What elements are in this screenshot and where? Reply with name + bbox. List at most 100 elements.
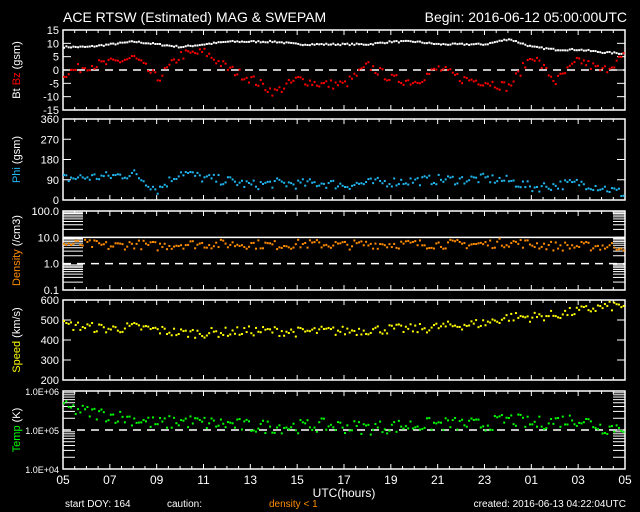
data-point-bt — [315, 42, 318, 45]
data-point-speed — [351, 329, 354, 332]
data-point-density — [353, 239, 356, 242]
data-point-bz — [561, 72, 564, 75]
data-point-speed — [468, 324, 471, 327]
data-point-speed — [482, 319, 485, 322]
data-point-temp — [187, 426, 190, 429]
data-point-bt — [168, 44, 171, 47]
data-point-bz — [236, 73, 239, 76]
data-point-bt — [283, 42, 286, 45]
data-point-phi — [386, 185, 389, 188]
data-point-temp — [135, 421, 138, 424]
y-axis-label-part: Speed — [11, 341, 23, 373]
data-point-bt — [517, 41, 520, 44]
data-point-speed — [151, 327, 154, 330]
data-point-density — [341, 241, 344, 244]
data-point-bz — [320, 82, 323, 85]
data-point-speed — [550, 309, 553, 312]
data-point-bt — [175, 44, 178, 47]
data-point-density — [161, 246, 164, 249]
data-point-phi — [177, 175, 180, 178]
data-point-bt — [341, 42, 344, 45]
data-point-phi — [301, 178, 304, 181]
data-point-temp — [276, 426, 279, 429]
data-point-speed — [142, 325, 145, 328]
data-point-density — [332, 244, 335, 247]
data-point-density — [123, 248, 126, 251]
data-point-bt — [376, 41, 379, 44]
data-point-bz — [114, 59, 117, 62]
data-point-temp — [84, 408, 87, 411]
data-point-temp — [613, 430, 616, 433]
data-point-phi — [468, 179, 471, 182]
data-point-bt — [568, 48, 571, 51]
data-point-density — [280, 246, 283, 249]
data-point-temp — [395, 430, 398, 433]
data-point-temp — [360, 432, 363, 435]
data-point-speed — [86, 323, 89, 326]
data-point-bt — [477, 42, 480, 45]
data-point-phi — [147, 185, 150, 188]
data-point-density — [386, 246, 389, 249]
data-point-phi — [512, 179, 515, 182]
data-point-phi — [203, 176, 206, 179]
data-point-density — [540, 245, 543, 248]
data-point-bt — [322, 43, 325, 46]
data-point-phi — [184, 171, 187, 174]
data-point-speed — [493, 319, 496, 322]
data-point-phi — [573, 180, 576, 183]
data-point-temp — [557, 417, 560, 420]
data-point-density — [269, 242, 272, 245]
data-point-bz — [353, 72, 356, 75]
data-point-bz — [402, 83, 405, 86]
data-point-density — [440, 245, 443, 248]
data-point-density — [428, 247, 431, 250]
data-point-bt — [575, 49, 578, 52]
data-point-density — [320, 246, 323, 249]
data-point-bz — [203, 47, 206, 50]
data-point-bz — [137, 58, 140, 61]
data-point-density — [559, 244, 562, 247]
data-point-bt — [423, 42, 426, 45]
data-point-bt — [458, 42, 461, 45]
data-point-bt — [191, 45, 194, 48]
data-point-density — [404, 240, 407, 243]
x-tick-label: 03 — [571, 473, 585, 487]
data-point-phi — [294, 187, 297, 190]
data-point-phi — [257, 188, 260, 191]
data-point-speed — [278, 334, 281, 337]
data-point-bt — [400, 40, 403, 43]
data-point-bt — [116, 42, 119, 45]
data-point-bz — [151, 69, 154, 72]
data-point-phi — [578, 184, 581, 187]
data-point-speed — [355, 333, 358, 336]
data-point-speed — [585, 305, 588, 308]
data-point-speed — [411, 330, 414, 333]
data-point-bz — [257, 84, 260, 87]
data-point-bz — [381, 68, 384, 71]
data-point-temp — [271, 431, 274, 434]
data-point-speed — [175, 334, 178, 337]
data-point-temp — [114, 421, 117, 424]
data-point-bz — [491, 80, 494, 83]
data-point-density — [617, 248, 620, 251]
data-point-density — [105, 241, 108, 244]
data-point-bz — [493, 86, 496, 89]
data-point-bt — [573, 49, 576, 52]
data-point-density — [205, 246, 208, 249]
data-point-speed — [137, 324, 140, 327]
data-point-bt — [233, 40, 236, 43]
data-point-density — [351, 245, 354, 248]
data-point-bt — [351, 42, 354, 45]
data-point-phi — [107, 174, 110, 177]
data-point-phi — [407, 183, 410, 186]
data-point-phi — [327, 182, 330, 185]
data-point-phi — [521, 180, 524, 183]
data-point-bt — [409, 40, 412, 43]
data-point-density — [67, 242, 70, 245]
data-point-phi — [475, 176, 478, 179]
data-point-phi — [397, 183, 400, 186]
data-point-speed — [224, 326, 227, 329]
data-point-bz — [327, 85, 330, 88]
data-point-phi — [472, 176, 475, 179]
data-point-density — [376, 247, 379, 250]
